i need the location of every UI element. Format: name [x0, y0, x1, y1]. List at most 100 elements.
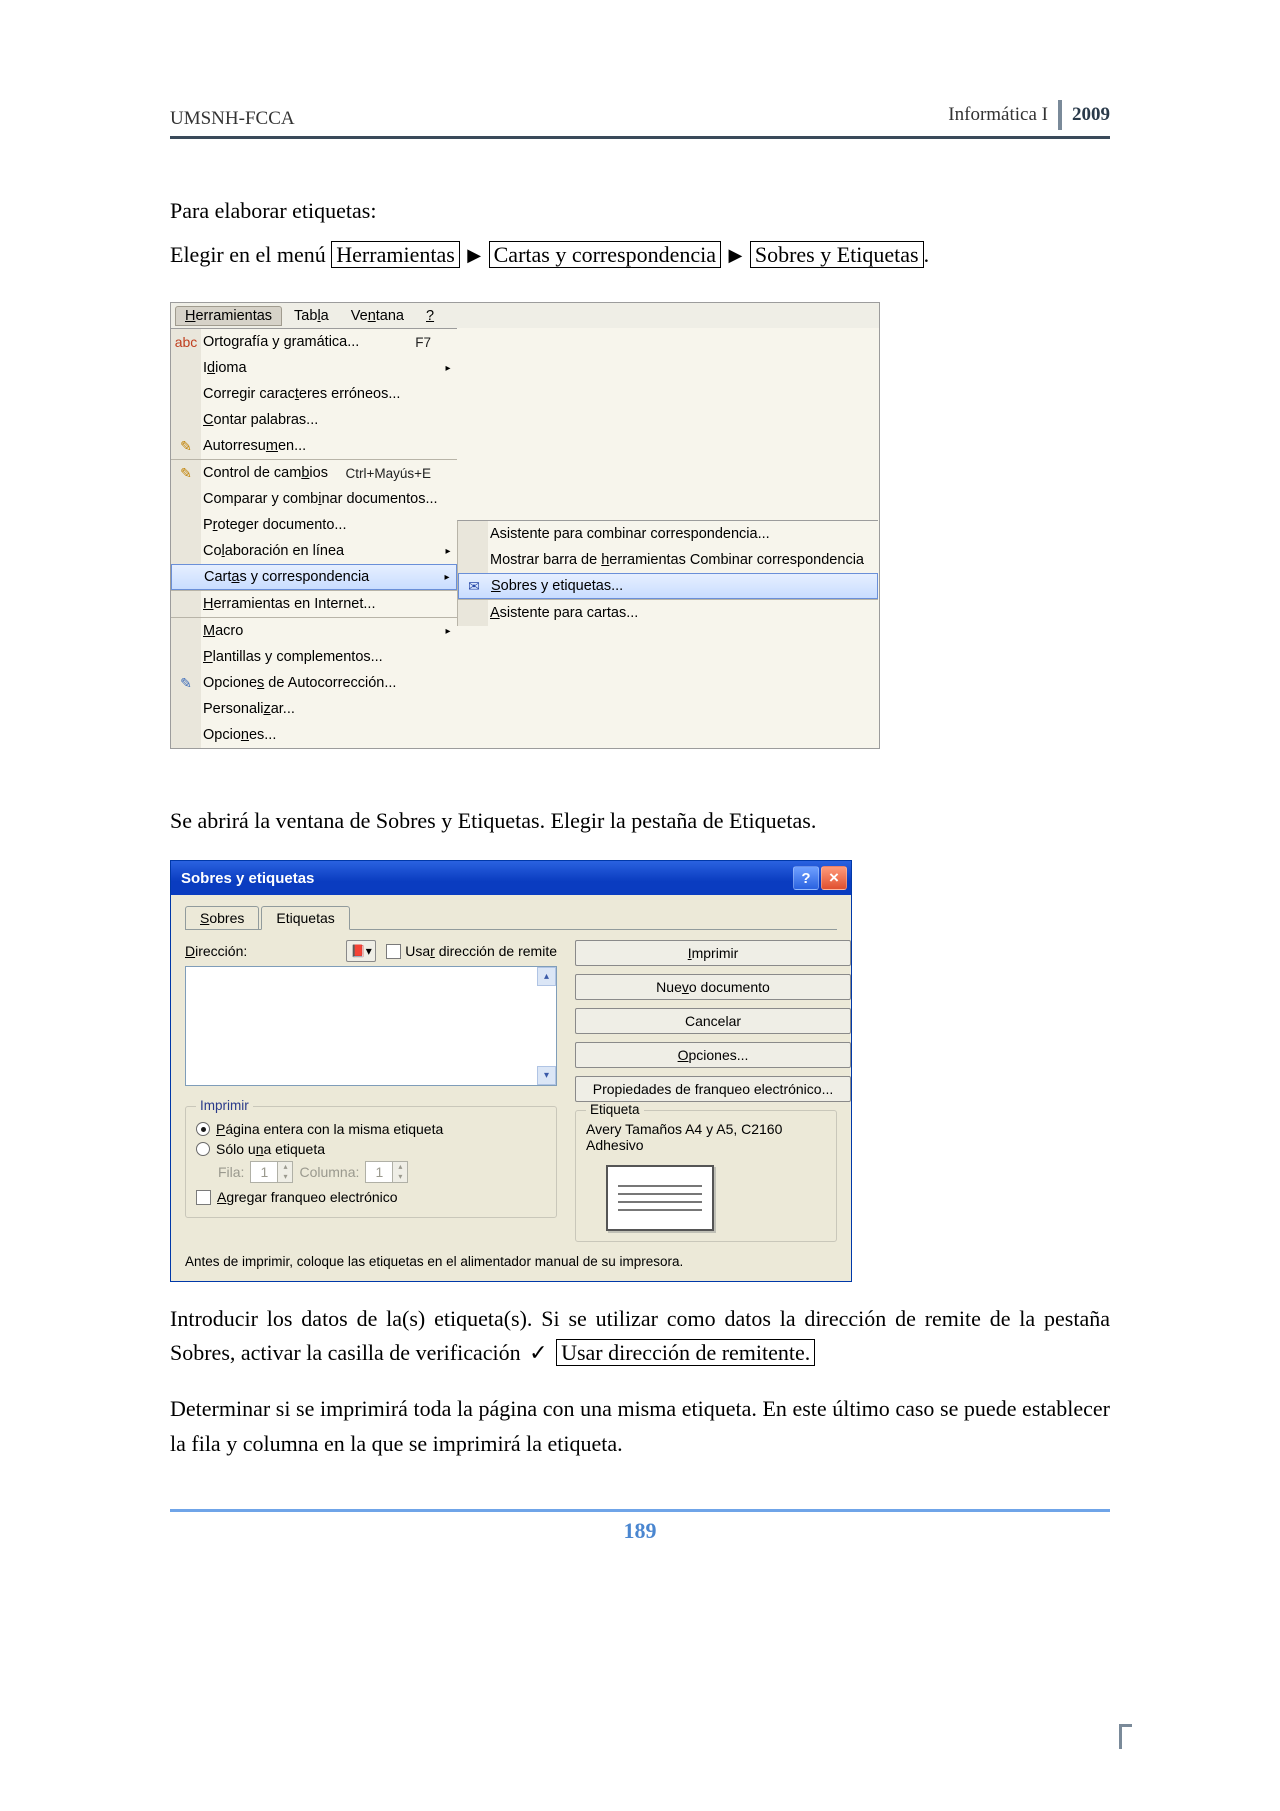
print-fieldset: Imprimir Página entera con la misma etiq… — [185, 1106, 557, 1218]
etiqueta-adhesivo: Adhesivo — [586, 1137, 826, 1153]
crumb-cartas: Cartas y correspondencia — [489, 241, 721, 268]
etiqueta-legend: Etiqueta — [586, 1102, 644, 1117]
header-year: 2009 — [1058, 100, 1110, 130]
address-book-button[interactable]: 📕▾ — [346, 940, 376, 962]
submenu-cartas: Asistente para combinar correspondencia.… — [457, 520, 878, 626]
imprimir-button[interactable]: Imprimir — [575, 940, 851, 966]
radio-single-label-text: Sólo una etiqueta — [216, 1141, 325, 1157]
menu-item-opciones[interactable]: Opciones... — [171, 722, 457, 748]
dialog-hint: Antes de imprimir, coloque las etiquetas… — [185, 1254, 837, 1269]
direccion-label: Dirección: — [185, 943, 247, 959]
menu-item-personalizar[interactable]: Personalizar... — [171, 696, 457, 722]
menubar-help[interactable]: ? — [416, 306, 444, 326]
checkmark-icon: ✓ — [526, 1340, 550, 1365]
radio-single-label[interactable] — [196, 1142, 210, 1156]
submenu-mostrar-barra[interactable]: Mostrar barra de herramientas Combinar c… — [458, 547, 878, 573]
menubar: Herramientas Tabla Ventana ? — [171, 303, 879, 328]
header-org: UMSNH-FCCA — [170, 108, 295, 130]
para-dialog-intro: Se abrirá la ventana de Sobres y Etiquet… — [170, 804, 1110, 838]
corner-mark-icon — [1119, 1724, 1132, 1749]
menu-item-herramientas-internet[interactable]: Herramientas en Internet... — [171, 590, 457, 617]
blank-icon — [171, 407, 201, 433]
submenu-asistente-combinar[interactable]: Asistente para combinar correspondencia.… — [458, 521, 878, 547]
blank-icon — [171, 618, 201, 644]
blank-icon — [171, 538, 201, 564]
menubar-herramientas[interactable]: Herramientas — [175, 306, 282, 326]
blank-icon — [171, 486, 201, 512]
crumb-sobres: Sobres y Etiquetas — [750, 241, 924, 268]
header-course: Informática I — [948, 100, 1058, 130]
menu-item-colaboracion[interactable]: Colaboración en línea ▸ — [171, 538, 457, 564]
columna-label: Columna: — [299, 1164, 359, 1180]
envelope-icon: ✉ — [459, 578, 489, 595]
radio-full-page-label: Página entera con la misma etiqueta — [216, 1121, 443, 1137]
triangle-icon: ▶ — [726, 242, 744, 270]
menu-item-macro[interactable]: Macro ▸ — [171, 617, 457, 644]
submenu-arrow-icon: ▸ — [439, 626, 457, 637]
blank-icon — [171, 355, 201, 381]
close-button[interactable]: × — [821, 866, 847, 890]
track-changes-icon: ✎ — [171, 460, 201, 486]
scroll-up-icon[interactable]: ▴ — [537, 967, 556, 986]
footer-rule — [170, 1509, 1110, 1512]
menubar-ventana[interactable]: Ventana — [341, 306, 414, 326]
fila-spinner[interactable]: 1▴▾ — [250, 1161, 293, 1183]
submenu-asistente-cartas[interactable]: Asistente para cartas... — [458, 599, 878, 626]
para-menu-path: Elegir en el menú Herramientas ▶ Cartas … — [170, 238, 1110, 272]
radio-full-page[interactable] — [196, 1122, 210, 1136]
blank-icon — [458, 547, 488, 573]
address-textarea[interactable]: ▴ ▾ — [185, 966, 557, 1086]
menu-item-corregir[interactable]: Corregir caracteres erróneos... — [171, 381, 457, 407]
header-rule — [170, 136, 1110, 139]
use-remit-checkbox[interactable] — [386, 944, 401, 959]
triangle-icon: ▶ — [465, 242, 483, 270]
tab-etiquetas[interactable]: Etiquetas — [261, 906, 349, 930]
submenu-arrow-icon: ▸ — [438, 572, 456, 583]
menu-screenshot: Herramientas Tabla Ventana ? abc Ortogra… — [170, 302, 880, 749]
menubar-tabla[interactable]: Tabla — [284, 306, 339, 326]
menu-item-proteger[interactable]: Proteger documento... — [171, 512, 457, 538]
blank-icon — [171, 644, 201, 670]
use-remit-label: Usar dirección de remite — [405, 943, 557, 959]
franqueo-label: Agregar franqueo electrónico — [217, 1189, 398, 1205]
para-lead: Elegir en el menú — [170, 242, 326, 267]
blank-icon — [171, 512, 201, 538]
para-intro: Para elaborar etiquetas: — [170, 194, 1110, 228]
submenu-arrow-icon: ▸ — [439, 546, 457, 557]
autocorrect-icon: ✎ — [171, 670, 201, 696]
blank-icon — [458, 521, 488, 547]
menu-item-autocorreccion[interactable]: ✎ Opciones de Autocorrección... — [171, 670, 457, 696]
menu-item-autorresumen[interactable]: ✎ Autorresumen... — [171, 433, 457, 459]
blank-icon — [171, 696, 201, 722]
blank-icon — [171, 381, 201, 407]
print-legend: Imprimir — [196, 1098, 253, 1113]
propiedades-button[interactable]: Propiedades de franqueo electrónico... — [575, 1076, 851, 1102]
tab-sobres[interactable]: Sobres — [185, 906, 259, 929]
dialog-tabs: Sobres Etiquetas — [185, 905, 837, 930]
submenu-sobres-etiquetas[interactable]: ✉ Sobres y etiquetas... — [458, 573, 878, 599]
menu-item-ortografia[interactable]: abc Ortografía y gramática... F7 — [171, 329, 457, 355]
opciones-button[interactable]: Opciones... — [575, 1042, 851, 1068]
dialog-titlebar: Sobres y etiquetas ? × — [171, 861, 851, 895]
autosummary-icon: ✎ — [171, 433, 201, 459]
scroll-down-icon[interactable]: ▾ — [537, 1066, 556, 1085]
blank-icon — [171, 722, 201, 748]
menu-item-contar[interactable]: Contar palabras... — [171, 407, 457, 433]
menu-item-idioma[interactable]: Idioma ▸ — [171, 355, 457, 381]
label-preview-icon[interactable] — [606, 1165, 714, 1231]
franqueo-checkbox[interactable] — [196, 1190, 211, 1205]
fila-label: Fila: — [218, 1164, 244, 1180]
etiqueta-fieldset: Etiqueta Avery Tamaños A4 y A5, C2160 Ad… — [575, 1110, 837, 1242]
menu-item-comparar[interactable]: Comparar y combinar documentos... — [171, 486, 457, 512]
etiqueta-type: Avery Tamaños A4 y A5, C2160 — [586, 1121, 826, 1137]
menu-item-control-cambios[interactable]: ✎ Control de cambios Ctrl+Mayús+E — [171, 459, 457, 486]
spellcheck-icon: abc — [171, 329, 201, 355]
menu-item-plantillas[interactable]: Plantillas y complementos... — [171, 644, 457, 670]
cancelar-button[interactable]: Cancelar — [575, 1008, 851, 1034]
help-button[interactable]: ? — [793, 866, 819, 890]
columna-spinner[interactable]: 1▴▾ — [365, 1161, 408, 1183]
blank-icon — [458, 600, 488, 626]
menu-item-cartas[interactable]: Cartas y correspondencia ▸ — [171, 564, 457, 590]
blank-icon — [171, 591, 201, 617]
nuevo-doc-button[interactable]: Nuevo documento — [575, 974, 851, 1000]
